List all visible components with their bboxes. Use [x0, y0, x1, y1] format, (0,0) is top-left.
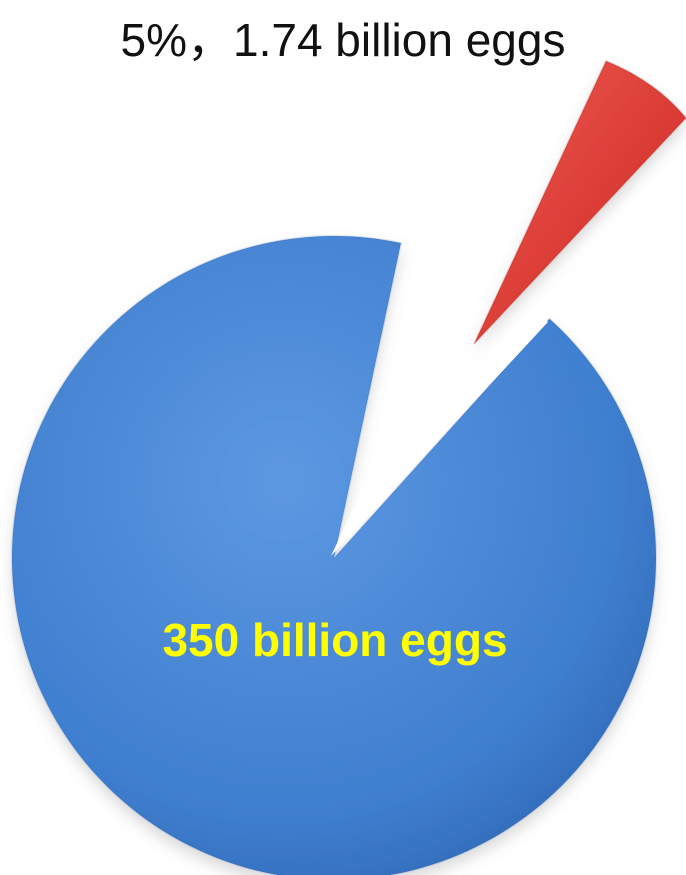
pie-marks — [11, 59, 686, 875]
large-slice — [11, 235, 657, 875]
small-slice — [473, 59, 686, 345]
large-slice-label: 350 billion eggs — [162, 614, 507, 666]
pie-gap — [331, 262, 548, 556]
small-slice-label: 5%，1.74 billion eggs — [121, 14, 566, 66]
